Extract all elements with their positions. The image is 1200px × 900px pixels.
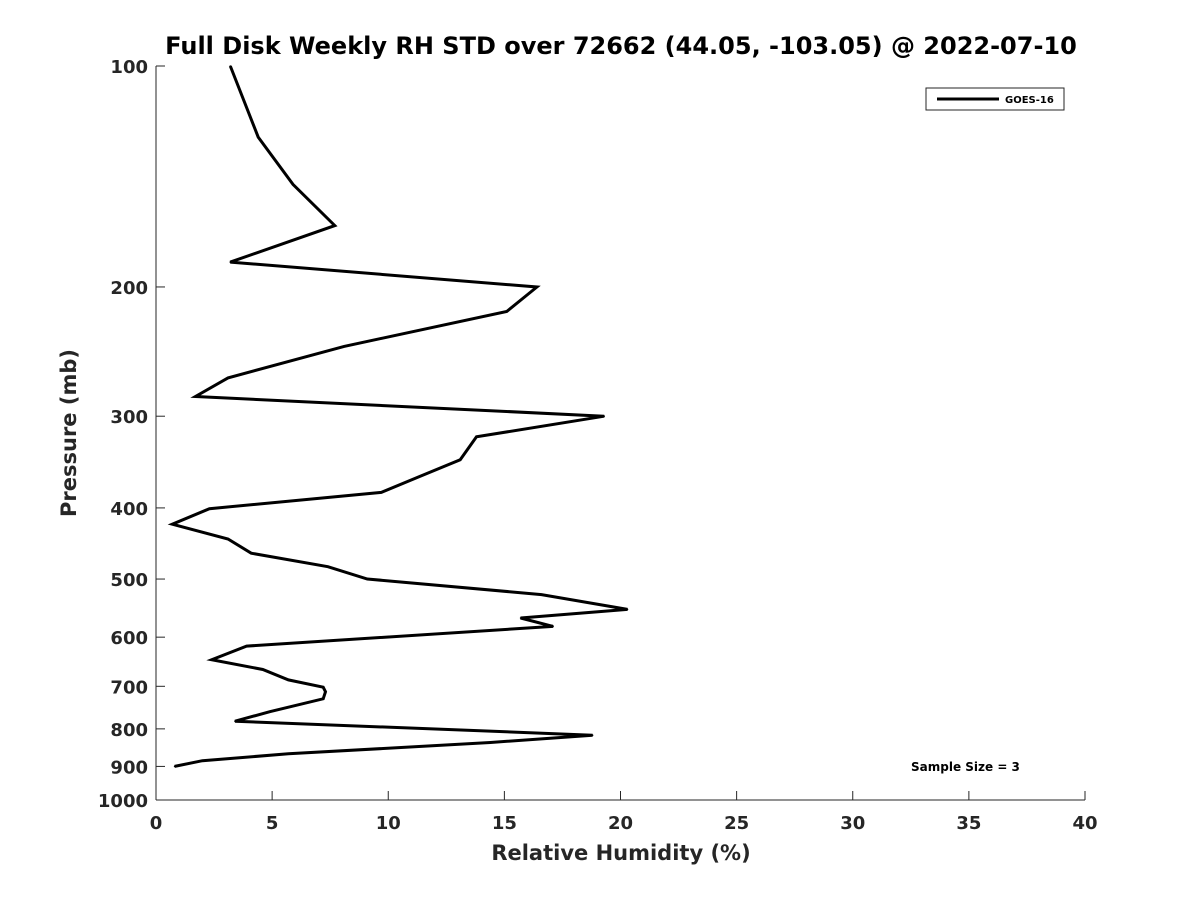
data-point [269,710,271,713]
data-point [327,565,329,568]
data-point [417,476,420,478]
data-point [536,286,538,288]
data-point [210,658,213,661]
data-point [380,491,383,494]
data-point [322,686,325,688]
data-point [324,690,327,693]
data-point [626,608,629,611]
data-point [591,734,594,736]
x-tick-label: 35 [956,813,981,834]
data-point [287,679,290,681]
data-point [171,523,174,525]
y-tick-label: 900 [110,757,148,778]
data-point [173,765,176,768]
data-point [257,136,260,138]
sample-size-annotation: Sample Size = 3 [911,760,1020,774]
y-tick-label: 500 [110,570,148,591]
data-point [229,65,232,67]
data-point [552,625,554,628]
y-tick-label: 600 [110,628,148,649]
data-point [603,415,605,418]
data-point [229,261,232,263]
x-tick-label: 40 [1072,813,1097,834]
data-point [519,617,522,619]
data-point [322,698,325,700]
chart-title: Full Disk Weekly RH STD over 72662 (44.0… [165,32,1077,60]
y-tick-label: 1000 [98,791,148,812]
y-tick-label: 100 [110,57,148,78]
y-tick-label: 700 [110,677,148,698]
data-point [245,645,248,647]
x-tick-label: 0 [150,813,163,834]
data-point [505,310,508,313]
legend: GOES-16 [925,87,1065,111]
data-point [194,395,197,398]
x-tick-label: 15 [492,813,517,834]
data-point [475,436,478,438]
x-tick-label: 30 [840,813,865,834]
data-point [489,741,492,744]
data-point [366,578,369,580]
data-point [292,183,294,186]
x-axis-label: Relative Humidity (%) [491,841,750,865]
x-tick-label: 5 [266,813,279,834]
y-axis-label: Pressure (mb) [57,349,81,517]
data-point [227,377,229,379]
data-point [201,759,204,762]
x-tick-label: 25 [724,813,749,834]
y-tick-label: 300 [110,407,148,428]
data-point [234,720,236,722]
data-point [343,345,345,348]
x-tick-label: 20 [608,813,633,834]
data-point [334,224,336,227]
x-tick-group: 0 5 10 15 20 25 30 35 40 [150,791,1098,834]
y-tick-group: 100 200 300 400 500 600 700 800 900 1000 [98,57,165,812]
legend-label-goes16: GOES-16 [1005,95,1054,106]
series-layer [167,65,629,768]
data-point [262,668,264,671]
x-tick-label: 10 [376,813,401,834]
y-tick-label: 200 [110,278,148,299]
data-point [287,753,290,755]
y-tick-label: 800 [110,720,148,741]
data-point [208,507,211,510]
data-point [250,552,252,554]
data-point [540,593,543,596]
data-point [227,538,229,540]
y-tick-label: 400 [110,499,148,520]
data-point [459,459,462,461]
